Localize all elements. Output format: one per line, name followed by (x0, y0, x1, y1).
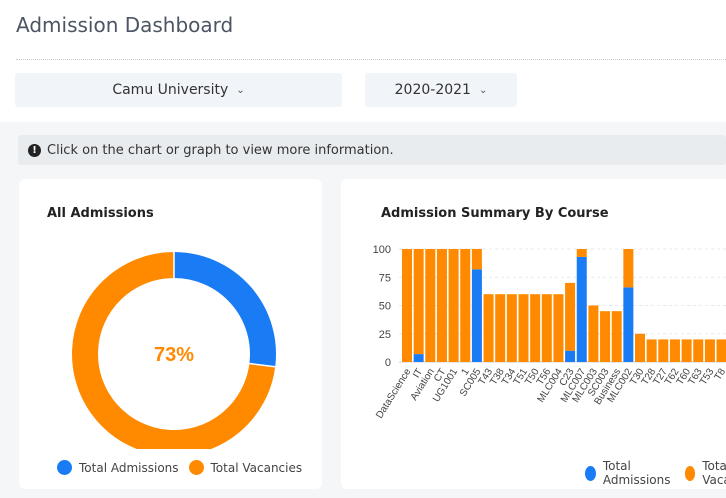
bar-vacancies[interactable] (681, 339, 692, 362)
bar-admissions[interactable] (623, 287, 634, 362)
chevron-down-icon: ⌄ (236, 84, 245, 96)
legend-label-admissions: Total Admissions (79, 460, 179, 475)
bar-vacancies[interactable] (565, 282, 576, 351)
bar-vacancies[interactable] (471, 249, 482, 270)
year-select[interactable]: 2020-2021 ⌄ (365, 73, 517, 107)
legend-label-vacancies: Total Vacancies (702, 459, 726, 487)
all-admissions-legend: Total Admissions Total Vacancies (57, 460, 312, 475)
legend-item-vacancies[interactable]: Total Vacancies (684, 459, 726, 487)
all-admissions-card: All Admissions 73% Total Admissions Tota… (19, 179, 322, 489)
chevron-down-icon: ⌄ (478, 84, 488, 96)
bar-admissions[interactable] (565, 350, 576, 362)
y-tick-label: 0 (385, 357, 391, 369)
info-banner: ! Click on the chart or graph to view mo… (18, 135, 726, 165)
bar-admissions[interactable] (413, 354, 424, 362)
year-select-value: 2020-2021 (394, 82, 471, 98)
bar-vacancies[interactable] (495, 294, 506, 362)
legend-dot-vacancies (684, 465, 696, 481)
bar-vacancies[interactable] (576, 249, 587, 257)
legend-label-admissions: Total Admissions (602, 459, 671, 487)
bar-vacancies[interactable] (704, 339, 715, 362)
all-admissions-donut-chart[interactable]: 73% (19, 179, 322, 449)
donut-separator (249, 362, 276, 368)
bar-vacancies[interactable] (448, 249, 459, 362)
all-admissions-title: All Admissions (47, 206, 154, 221)
legend-dot-admissions (585, 465, 596, 481)
info-message: Click on the chart or graph to view more… (47, 142, 394, 158)
title-divider (16, 59, 726, 60)
x-tick-label: DataScience (374, 366, 414, 420)
x-tick-label: T8 (713, 366, 726, 382)
bar-vacancies[interactable] (460, 249, 471, 362)
bar-vacancies[interactable] (669, 339, 680, 362)
bar-vacancies[interactable] (646, 339, 657, 362)
bar-vacancies[interactable] (506, 294, 517, 362)
bar-admissions[interactable] (576, 256, 587, 362)
bar-vacancies[interactable] (530, 294, 541, 362)
bar-vacancies[interactable] (588, 305, 599, 363)
legend-label-vacancies: Total Vacancies (210, 460, 303, 475)
exclamation-circle-icon: ! (28, 143, 41, 157)
bar-vacancies[interactable] (518, 294, 529, 362)
university-select-value: Camu University (112, 82, 229, 98)
page-title: Admission Dashboard (16, 13, 234, 37)
y-tick-label: 75 (379, 272, 391, 284)
donut-slice-admissions[interactable] (173, 252, 276, 367)
course-summary-legend: Total Admissions Total Vacancies (585, 459, 726, 487)
bar-vacancies[interactable] (716, 339, 726, 362)
legend-item-admissions[interactable]: Total Admissions (57, 460, 179, 475)
bar-vacancies[interactable] (635, 333, 645, 362)
bar-vacancies[interactable] (600, 311, 611, 362)
course-summary-card: Admission Summary By Course 0 25 50 75 100 Da… (341, 179, 726, 489)
legend-item-vacancies[interactable]: Total Vacancies (188, 460, 303, 475)
bar-vacancies[interactable] (402, 249, 412, 362)
bar-vacancies[interactable] (425, 249, 436, 362)
university-select[interactable]: Camu University ⌄ (15, 73, 342, 107)
top-bar: Admission Dashboard Camu University ⌄ 20… (0, 0, 726, 122)
y-tick-label: 50 (379, 301, 391, 313)
donut-slice-vacancies[interactable] (72, 252, 276, 449)
bar-vacancies[interactable] (611, 311, 622, 362)
legend-dot-admissions (57, 460, 72, 475)
legend-item-admissions[interactable]: Total Admissions (585, 459, 675, 487)
bar-vacancies[interactable] (436, 249, 447, 362)
bar-vacancies[interactable] (658, 339, 669, 362)
bar-vacancies[interactable] (413, 249, 424, 355)
legend-dot-vacancies (188, 460, 204, 475)
y-tick-label: 25 (379, 329, 391, 341)
bar-admissions[interactable] (471, 269, 482, 362)
x-tick-label: 1 (460, 366, 473, 377)
donut-center-label: 73% (154, 344, 194, 366)
bar-vacancies[interactable] (623, 249, 634, 288)
bar-vacancies[interactable] (483, 294, 494, 362)
bar-vacancies[interactable] (693, 339, 704, 362)
bar-vacancies[interactable] (553, 294, 564, 362)
y-tick-label: 100 (373, 244, 391, 256)
course-summary-title: Admission Summary By Course (381, 206, 609, 221)
bar-vacancies[interactable] (541, 294, 552, 362)
